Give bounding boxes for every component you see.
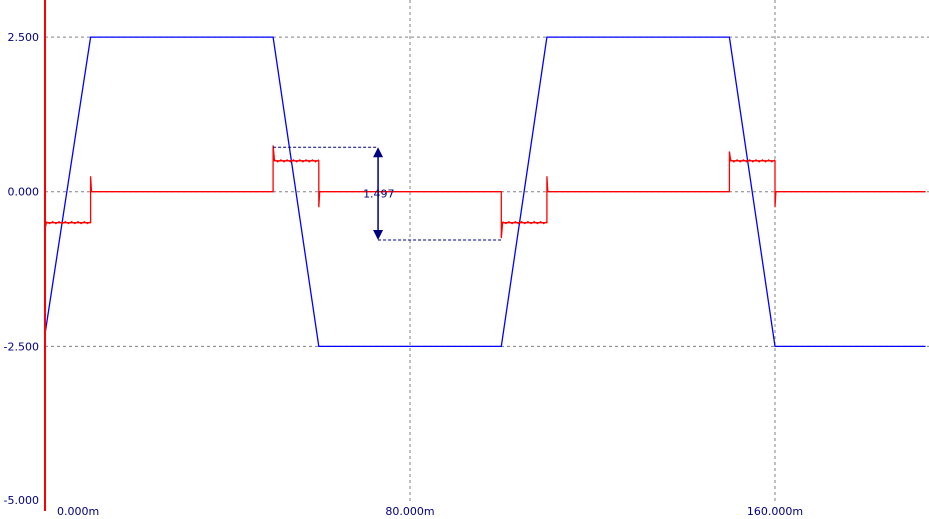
x-tick-label: 0.000m	[57, 505, 99, 518]
series-lines	[44, 36, 926, 348]
series-ripple	[46, 220, 91, 225]
series-line-blue	[44, 36, 926, 348]
y-tick-label: -5.000	[4, 494, 39, 507]
tick-labels: 2.500 0.000 -2.500 -5.000 0.000m 80.000m 160.0…	[4, 31, 804, 518]
x-tick-label: 160.000m	[747, 505, 803, 518]
measurement-annotation: 1.497	[273, 146, 502, 241]
series-ripple	[502, 220, 548, 225]
measure-arrow-down	[373, 229, 384, 240]
y-tick-label: 0.000	[8, 186, 40, 199]
series-ripple	[730, 159, 776, 163]
measure-arrow-up	[373, 147, 384, 158]
series-ripple	[274, 159, 320, 163]
measure-label: 1.497	[363, 188, 395, 201]
y-tick-label: 2.500	[8, 31, 40, 44]
y-tick-label: -2.500	[4, 340, 39, 353]
x-tick-label: 80.000m	[385, 505, 434, 518]
